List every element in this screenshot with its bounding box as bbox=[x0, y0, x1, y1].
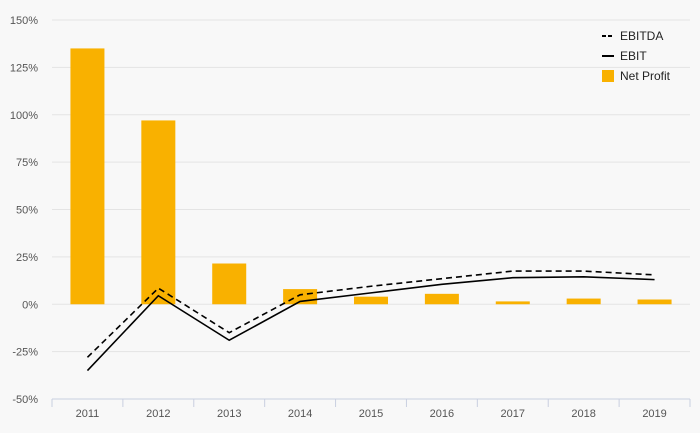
y-tick-label: -25% bbox=[12, 347, 38, 359]
y-tick-label: 100% bbox=[10, 110, 38, 122]
line-series bbox=[86, 270, 655, 372]
y-tick-label: 125% bbox=[10, 62, 38, 74]
net-profit-bar bbox=[566, 298, 601, 305]
y-axis: -50% -25% 0% 25% 50% 75% 100% 125% 150% bbox=[10, 15, 38, 406]
net-profit-bars bbox=[70, 48, 672, 305]
x-tick-label: 2018 bbox=[571, 408, 595, 420]
y-tick-label: 25% bbox=[16, 252, 38, 264]
x-tick-label: 2019 bbox=[642, 408, 666, 420]
y-tick-label: -50% bbox=[12, 394, 38, 406]
legend: EBITDA EBIT Net Profit bbox=[602, 29, 671, 83]
net-profit-bar bbox=[424, 293, 459, 305]
net-profit-bar bbox=[70, 48, 105, 305]
x-tick-label: 2014 bbox=[288, 408, 312, 420]
legend-label: EBIT bbox=[620, 49, 647, 63]
net-profit-bar bbox=[141, 120, 176, 305]
y-tick-label: 75% bbox=[16, 157, 38, 169]
x-tick-label: 2013 bbox=[217, 408, 241, 420]
x-tick-label: 2011 bbox=[76, 408, 100, 420]
net-profit-bar bbox=[212, 263, 247, 305]
legend-label: EBITDA bbox=[620, 29, 663, 43]
x-tick-label: 2016 bbox=[430, 408, 454, 420]
x-tick-label: 2015 bbox=[359, 408, 383, 420]
y-tick-label: 50% bbox=[16, 205, 38, 217]
legend-swatch bbox=[602, 70, 614, 82]
ebit-line bbox=[86, 275, 655, 372]
x-axis: 2011 2012 2013 2014 2015 2016 2017 2018 2019 bbox=[51, 398, 691, 420]
net-profit-bar bbox=[495, 301, 530, 305]
y-tick-label: 0% bbox=[22, 299, 38, 311]
legend-label: Net Profit bbox=[620, 69, 671, 83]
x-tick-label: 2012 bbox=[146, 408, 170, 420]
net-profit-bar bbox=[637, 299, 672, 305]
ebitda-line bbox=[86, 270, 655, 358]
y-tick-label: 150% bbox=[10, 15, 38, 27]
net-profit-bar bbox=[354, 296, 388, 305]
x-tick-label: 2017 bbox=[501, 408, 525, 420]
